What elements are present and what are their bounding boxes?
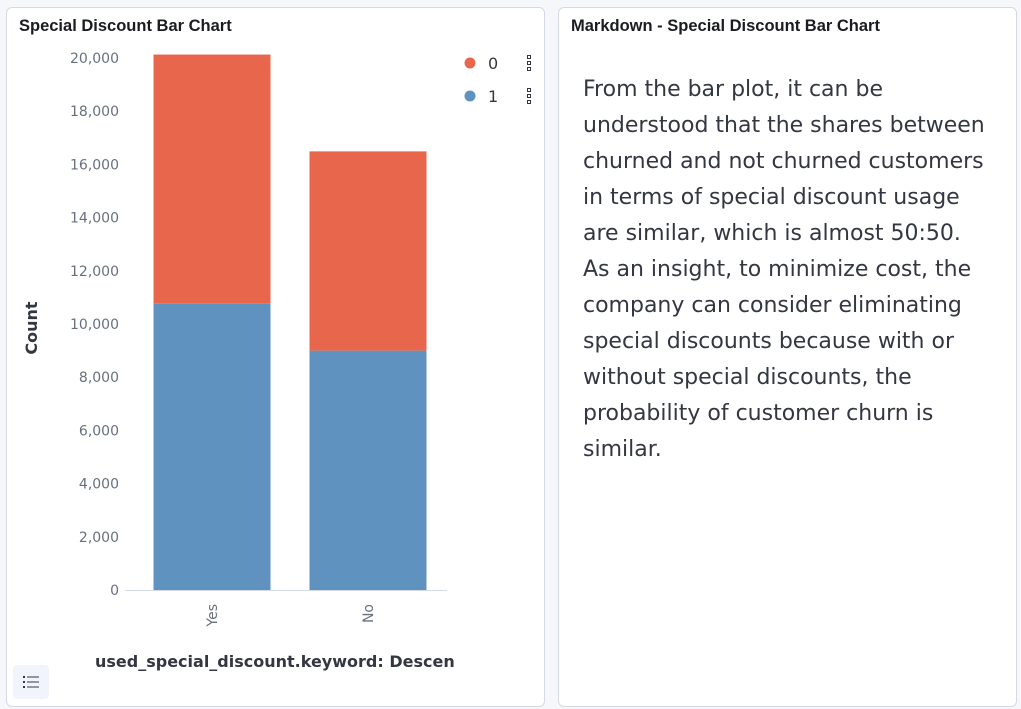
x-tick-label: No (361, 604, 377, 623)
x-axis-title: used_special_discount.keyword: Descendin… (95, 652, 494, 671)
more-options-dot (527, 100, 531, 104)
y-tick-label: 0 (110, 583, 119, 599)
markdown-text: From the bar plot, it can be understood … (583, 77, 985, 462)
y-tick-label: 12,000 (70, 264, 119, 280)
y-tick-label: 2,000 (79, 530, 119, 546)
legend-swatch (464, 57, 476, 69)
more-options-dot (527, 67, 531, 71)
y-tick-label: 18,000 (70, 104, 119, 120)
bar-segment-no-series-0 (309, 151, 427, 351)
x-tick-label: Yes (205, 604, 221, 628)
y-tick-label: 6,000 (79, 423, 119, 439)
y-tick-label: 4,000 (79, 477, 119, 493)
more-options-dot (527, 61, 531, 65)
list-icon (23, 676, 39, 688)
y-tick-label: 8,000 (79, 370, 119, 386)
bar-segment-yes-series-1 (153, 303, 271, 590)
more-options-dot (527, 94, 531, 98)
markdown-panel: Markdown - Special Discount Bar Chart Fr… (558, 7, 1017, 707)
more-options-icon[interactable] (527, 55, 531, 71)
y-tick-label: 20,000 (70, 51, 119, 67)
more-options-dot (527, 88, 531, 92)
bar-chart: 0 2,000 4,000 6,000 8,000 10,000 12,000 14,000 1… (22, 51, 531, 671)
chart-panel: Special Discount Bar Chart 0 2,000 4,000 6,… (6, 7, 545, 707)
y-tick-label: 14,000 (70, 211, 119, 227)
bar-segment-yes-series-0 (153, 54, 271, 304)
bar-segment-no-series-1 (309, 350, 427, 590)
legend-toggle-button[interactable] (13, 665, 49, 699)
more-options-icon[interactable] (527, 88, 531, 104)
y-axis-title: Count (22, 301, 41, 355)
markdown-panel-title: Markdown - Special Discount Bar Chart (571, 17, 880, 35)
legend-label-0: 0 (488, 54, 498, 73)
more-options-dot (527, 55, 531, 59)
legend-label-1: 1 (488, 87, 498, 106)
chart-panel-title: Special Discount Bar Chart (19, 17, 232, 35)
y-tick-label: 10,000 (70, 317, 119, 333)
y-tick-label: 16,000 (70, 157, 119, 173)
legend-swatch (464, 90, 476, 102)
